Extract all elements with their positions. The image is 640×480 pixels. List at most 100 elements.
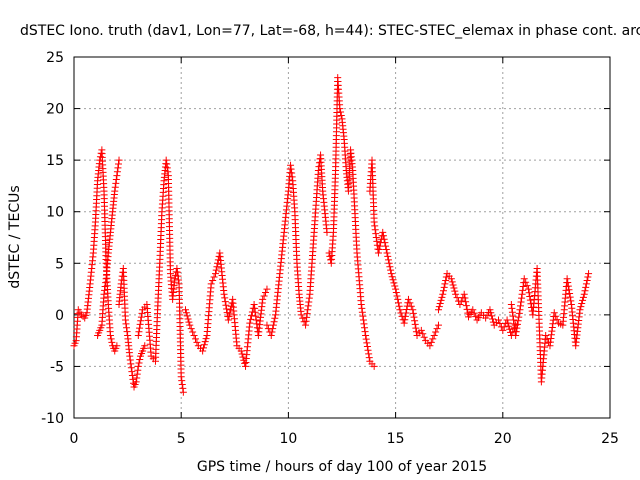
data-point: [379, 228, 387, 236]
data-point: [470, 309, 478, 317]
chart-title: dSTEC Iono. truth (dav1, Lon=77, Lat=-68…: [20, 23, 640, 39]
data-point: [472, 313, 480, 321]
data-point: [336, 105, 344, 113]
data-point: [224, 316, 232, 324]
data-point: [503, 316, 511, 324]
data-point: [363, 339, 371, 347]
x-tick-label: 10: [279, 431, 297, 447]
data-point: [297, 311, 305, 319]
data-point: [392, 285, 400, 293]
data-point: [305, 294, 313, 302]
data-point: [380, 235, 388, 243]
x-axis-label: GPS time / hours of day 100 of year 2015: [197, 459, 487, 475]
data-point: [193, 338, 201, 346]
data-point: [450, 284, 458, 292]
y-tick-label: 0: [55, 308, 64, 324]
data-point: [552, 312, 560, 320]
data-point: [212, 266, 220, 274]
data-point: [489, 318, 497, 326]
data-point: [337, 108, 345, 116]
data-point: [411, 320, 419, 328]
data-point: [190, 331, 198, 339]
data-point: [441, 280, 449, 288]
data-point: [585, 270, 593, 278]
data-point: [499, 326, 507, 334]
data-point: [362, 331, 370, 339]
data-point: [488, 312, 496, 320]
data-point: [175, 276, 183, 284]
data-point: [567, 297, 575, 305]
y-tick-label: 25: [46, 50, 64, 66]
data-point: [522, 278, 530, 286]
data-point: [287, 165, 295, 173]
data-point: [429, 335, 437, 343]
data-point: [241, 359, 249, 367]
data-point: [112, 179, 120, 187]
data-point: [163, 164, 171, 172]
x-tick-label: 20: [494, 431, 512, 447]
data-point: [417, 326, 425, 334]
data-point: [113, 172, 121, 180]
data-point: [526, 296, 534, 304]
data-point: [78, 311, 86, 319]
data-point: [409, 306, 417, 314]
data-point: [462, 298, 470, 306]
data-point: [449, 281, 457, 289]
data-point: [200, 341, 208, 349]
data-point: [134, 331, 142, 339]
data-point: [358, 304, 366, 312]
data-point: [271, 314, 279, 322]
data-point: [359, 316, 367, 324]
data-point: [133, 374, 141, 382]
data-point: [106, 331, 114, 339]
data-point: [100, 290, 108, 298]
data-point: [508, 304, 516, 312]
data-point: [584, 273, 592, 281]
data-point: [363, 343, 371, 351]
ticks: 0 5 10 15 20 25 -10 -5 0 5 10 15 20 25: [41, 50, 619, 447]
data-point: [426, 342, 434, 350]
data-point: [213, 263, 221, 271]
data-point: [268, 328, 276, 336]
data-point: [263, 321, 271, 329]
data-point: [401, 316, 409, 324]
data-point: [394, 295, 402, 303]
data-point: [504, 319, 512, 327]
data-point: [553, 316, 561, 324]
data-point: [384, 256, 392, 264]
data-point: [523, 282, 531, 290]
data-point: [134, 366, 142, 374]
data-point: [252, 312, 260, 320]
data-point: [550, 309, 558, 317]
data-point: [101, 282, 109, 290]
data-point: [267, 331, 275, 339]
data-point: [396, 306, 404, 314]
data-point: [184, 315, 192, 323]
data-point: [101, 286, 109, 294]
data-point: [439, 287, 447, 295]
data-point: [582, 280, 590, 288]
data-point: [135, 359, 143, 367]
data-point: [437, 296, 445, 304]
data-point: [364, 346, 372, 354]
data-point: [136, 324, 144, 332]
data-point: [114, 160, 122, 168]
data-point: [519, 286, 527, 294]
data-point: [362, 335, 370, 343]
data-point: [495, 316, 503, 324]
data-point: [486, 306, 494, 314]
data-point: [126, 352, 134, 360]
plot-frame: [73, 56, 611, 419]
data-point: [512, 331, 520, 339]
data-point: [401, 312, 409, 320]
data-point: [566, 289, 574, 297]
data-point: [126, 356, 134, 364]
grid: [74, 57, 610, 418]
data-point: [181, 306, 189, 314]
data-point: [382, 242, 390, 250]
data-point: [303, 313, 311, 321]
data-point: [438, 293, 446, 301]
data-point: [442, 273, 450, 281]
data-point: [114, 164, 122, 172]
data-point: [134, 362, 142, 370]
